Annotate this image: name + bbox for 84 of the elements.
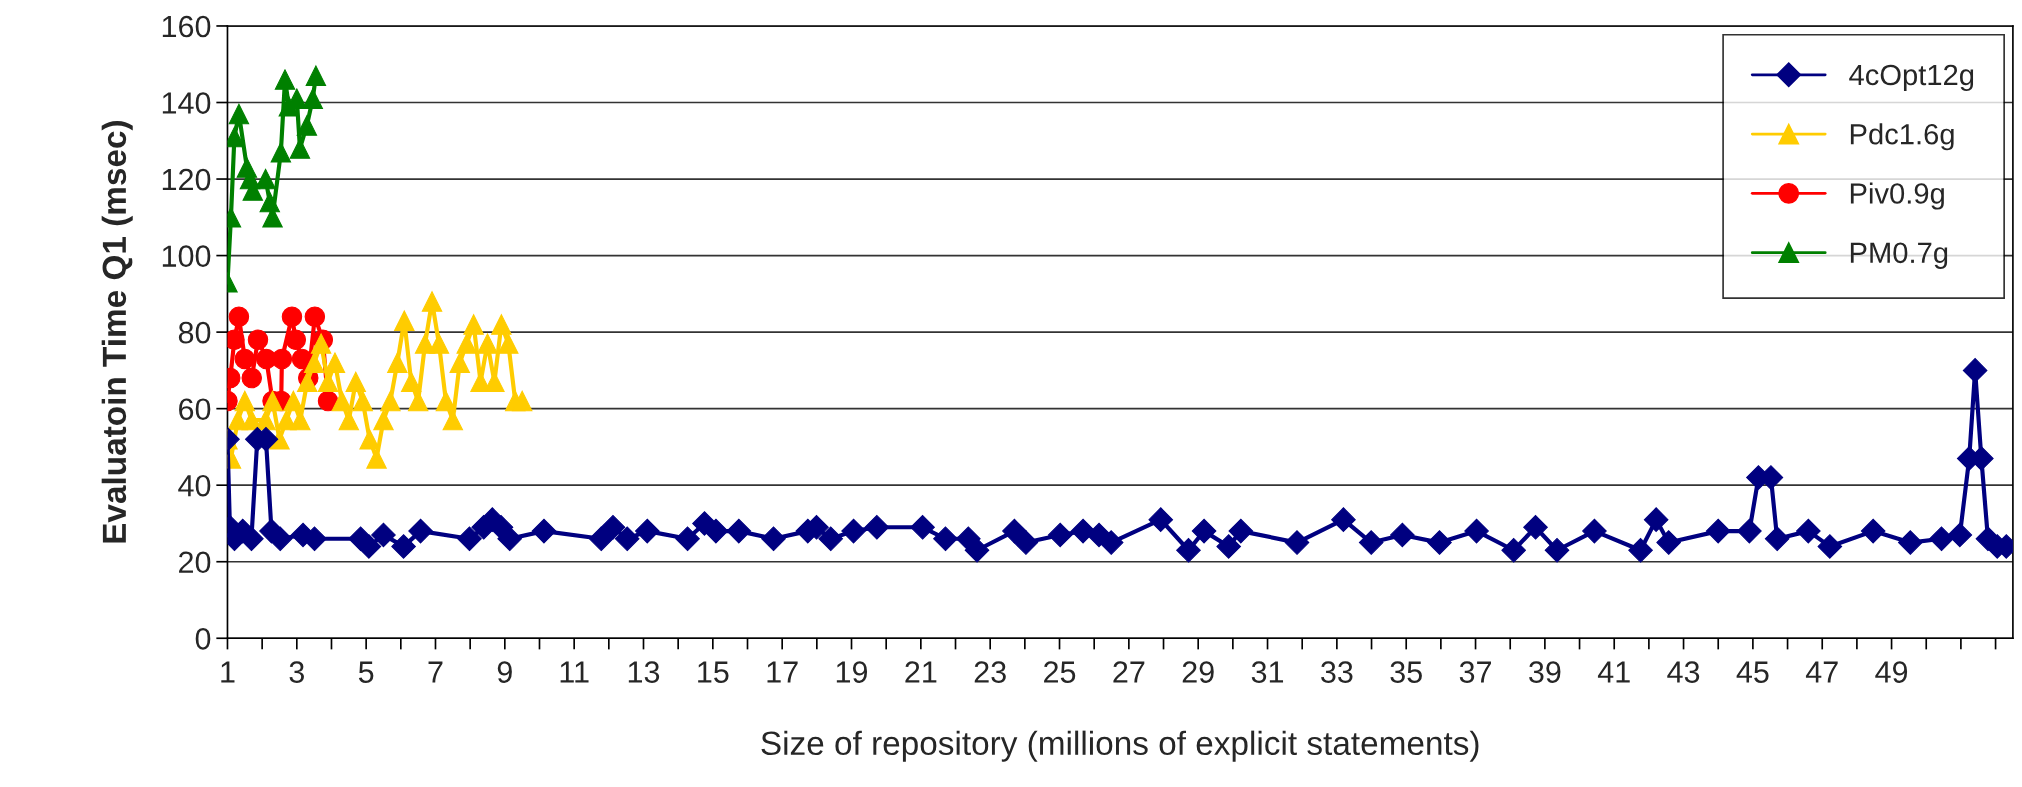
- x-tick-label: 13: [628, 661, 660, 683]
- legend-label: Pdc1.6g: [1850, 123, 1954, 151]
- y-tick-label: 80: [178, 321, 211, 344]
- point: [290, 409, 311, 431]
- point: [241, 367, 262, 389]
- x-tick-label: 9: [497, 661, 512, 683]
- point: [228, 103, 250, 125]
- x-tick-label: 17: [767, 661, 798, 683]
- y-axis-title: Evaluatoin Time Q1 (msec): [101, 121, 133, 543]
- x-tick-label: 3: [289, 661, 304, 683]
- point: [234, 390, 256, 412]
- point: [271, 348, 293, 370]
- point: [255, 168, 276, 190]
- y-tick-label: 140: [162, 92, 211, 114]
- y-tick-label: 40: [178, 474, 211, 497]
- x-tick-label: 47: [1805, 661, 1838, 683]
- point: [302, 88, 323, 109]
- x-tick-label: 19: [836, 661, 868, 683]
- point: [274, 69, 296, 90]
- point: [303, 352, 325, 373]
- point: [394, 310, 415, 331]
- point: [331, 390, 353, 412]
- legend-label: 4cOpt12g: [1849, 64, 1974, 92]
- point: [456, 333, 477, 354]
- y-tick-label: 100: [162, 245, 211, 267]
- legend-label: Piv0.9g: [1850, 182, 1944, 210]
- x-tick-label: 25: [1044, 661, 1076, 683]
- point: [269, 429, 290, 450]
- y-tick-label: 0: [195, 627, 211, 650]
- y-tick-label: 160: [162, 15, 211, 38]
- point: [317, 371, 339, 393]
- point: [477, 333, 498, 354]
- x-tick-label: 29: [1182, 661, 1214, 683]
- x-tick-label: 21: [905, 661, 937, 683]
- legend-label: PM0.7g: [1850, 242, 1948, 269]
- point: [387, 352, 408, 373]
- point: [281, 306, 303, 328]
- point: [270, 142, 292, 163]
- x-tick-label: 37: [1459, 661, 1491, 683]
- point: [352, 390, 373, 412]
- y-tick-label: 20: [179, 551, 211, 574]
- point: [345, 371, 366, 393]
- point: [373, 409, 394, 431]
- point: [498, 333, 519, 354]
- point: [285, 329, 307, 351]
- x-tick-label: 45: [1736, 661, 1769, 683]
- point: [511, 390, 533, 412]
- point: [304, 306, 326, 328]
- point: [421, 291, 443, 312]
- x-tick-label: 41: [1597, 661, 1630, 683]
- x-tick-label: 43: [1667, 661, 1700, 683]
- y-tick-label: 120: [162, 168, 211, 191]
- x-tick-label: 49: [1875, 661, 1908, 683]
- x-axis-title: Size of repository (millions of explicit statements): [761, 730, 1479, 762]
- point: [305, 65, 327, 86]
- point: [491, 314, 512, 335]
- point: [435, 390, 457, 412]
- x-tick-label: 1: [221, 661, 235, 683]
- point: [247, 329, 269, 351]
- x-tick-label: 35: [1390, 661, 1422, 683]
- x-tick-label: 33: [1321, 661, 1353, 683]
- x-tick-label: 23: [974, 661, 1006, 683]
- x-tick-label: 39: [1529, 661, 1561, 683]
- point: [324, 352, 346, 373]
- y-tick-label: 60: [179, 398, 211, 421]
- point: [338, 409, 360, 431]
- point: [359, 429, 380, 450]
- point: [366, 448, 387, 469]
- point: [449, 352, 470, 373]
- point: [296, 115, 318, 136]
- point: [463, 314, 484, 335]
- point: [428, 333, 450, 354]
- x-tick-label: 7: [428, 661, 443, 683]
- point: [289, 138, 311, 159]
- point: [234, 348, 256, 370]
- x-tick-label: 15: [698, 661, 729, 683]
- x-tick-label: 11: [560, 661, 589, 683]
- x-tick-label: 31: [1251, 661, 1284, 683]
- point: [283, 390, 304, 412]
- point: [228, 306, 250, 328]
- point: [380, 390, 401, 412]
- x-tick-label: 27: [1113, 661, 1145, 683]
- point: [400, 371, 422, 393]
- x-tick-label: 5: [358, 661, 374, 683]
